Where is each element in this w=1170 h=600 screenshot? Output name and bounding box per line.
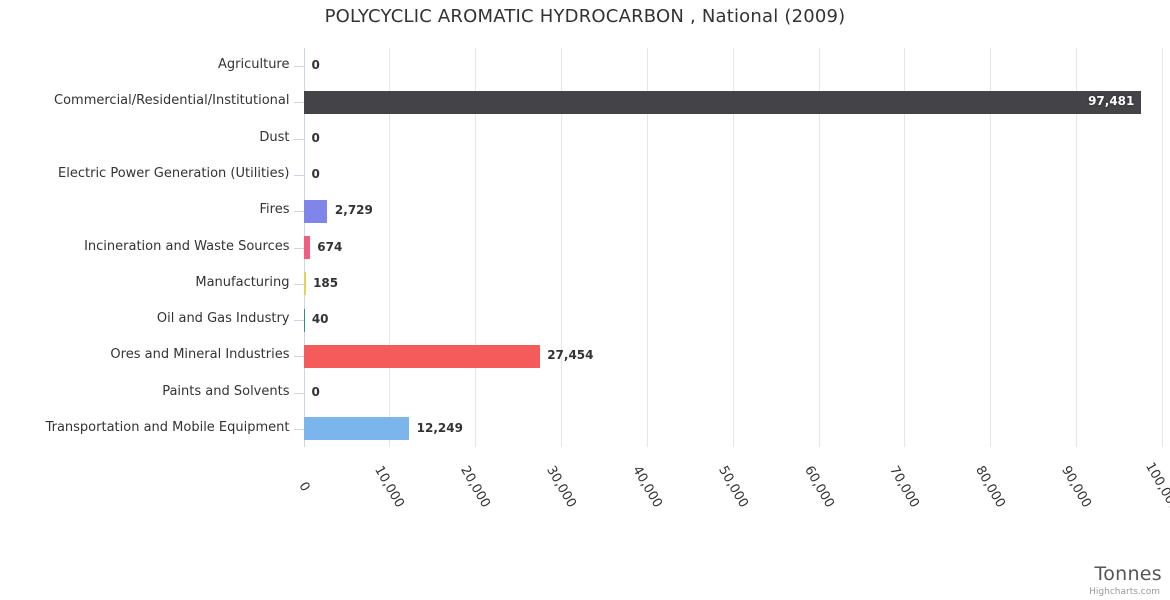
highcharts-credit-link[interactable]: Highcharts.com (1089, 587, 1160, 597)
value-label-dust: 0 (311, 130, 320, 145)
value-label-incineration-and-waste-sources: 674 (317, 239, 343, 254)
value-label-transportation-and-mobile-equipment: 12,249 (416, 420, 463, 435)
gridline (1076, 48, 1078, 447)
category-label-manufacturing: Manufacturing (195, 274, 290, 290)
bar-ores-and-mineral-industries[interactable] (304, 344, 540, 368)
gridline (904, 48, 906, 447)
gridline (990, 48, 992, 447)
value-label-oil-and-gas-industry: 40 (311, 312, 329, 327)
x-axis-tick-label: 70,000 (886, 463, 923, 511)
category-tick (293, 428, 304, 430)
value-label-paints-and-solvents: 0 (311, 384, 320, 399)
x-axis-tick-label: 0 (294, 479, 313, 495)
value-label-commercial-residential-institutional: 97,481 (1088, 94, 1135, 109)
bar-transportation-and-mobile-equipment[interactable] (304, 417, 410, 441)
x-axis-tick-label: 40,000 (629, 463, 665, 511)
value-label-electric-power-generation-utilities: 0 (311, 166, 320, 181)
gridline (646, 48, 648, 447)
category-tick (293, 392, 304, 394)
x-axis-tick-label: 30,000 (543, 463, 579, 511)
chart-title: POLYCYCLIC AROMATIC HYDROCARBON , Nation… (324, 6, 846, 27)
value-label-agriculture: 0 (311, 58, 320, 73)
gridline (818, 48, 820, 447)
x-axis-tick-label: 60,000 (800, 463, 837, 511)
category-label-electric-power-generation-utilities: Electric Power Generation (Utilities) (58, 165, 290, 181)
category-tick (293, 102, 304, 104)
x-axis-tick-label: 100,000 (1142, 459, 1170, 515)
value-label-ores-and-mineral-industries: 27,454 (547, 348, 594, 363)
category-label-agriculture: Agriculture (218, 57, 290, 73)
gridline (389, 48, 391, 447)
x-axis-tick-label: 80,000 (972, 463, 1009, 511)
bar-incineration-and-waste-sources[interactable] (304, 236, 310, 259)
category-label-incineration-and-waste-sources: Incineration and Waste Sources (84, 238, 290, 254)
gridline (732, 48, 734, 447)
gridline (475, 48, 477, 447)
category-tick (293, 320, 304, 322)
category-label-commercial-residential-institutional: Commercial/Residential/Institutional (54, 93, 290, 109)
category-tick (293, 356, 304, 358)
category-tick (293, 138, 304, 140)
x-axis-tick-label: 90,000 (1058, 463, 1095, 511)
value-label-fires: 2,729 (334, 203, 373, 218)
bar-fires[interactable] (304, 199, 328, 223)
category-label-transportation-and-mobile-equipment: Transportation and Mobile Equipment (45, 419, 290, 435)
category-label-dust: Dust (259, 129, 290, 145)
x-axis-tick-label: 20,000 (457, 463, 494, 511)
x-axis-tick-label: 50,000 (714, 463, 751, 511)
category-tick (293, 66, 304, 68)
category-tick (293, 247, 304, 249)
x-axis-tick-label: 10,000 (371, 463, 408, 511)
category-tick (293, 283, 304, 285)
category-label-ores-and-mineral-industries: Ores and Mineral Industries (110, 347, 290, 363)
category-label-oil-and-gas-industry: Oil and Gas Industry (156, 311, 290, 327)
gridline (561, 48, 563, 447)
bar-commercial-residential-institutional[interactable] (304, 90, 1141, 114)
value-label-manufacturing: 185 (313, 275, 339, 290)
x-axis-title: Tonnes (1094, 563, 1162, 585)
bar-manufacturing[interactable] (304, 272, 306, 296)
category-tick (293, 211, 304, 213)
category-tick (293, 174, 304, 176)
category-label-paints-and-solvents: Paints and Solvents (162, 383, 290, 399)
gridline (1162, 48, 1163, 447)
category-label-fires: Fires (259, 202, 290, 218)
